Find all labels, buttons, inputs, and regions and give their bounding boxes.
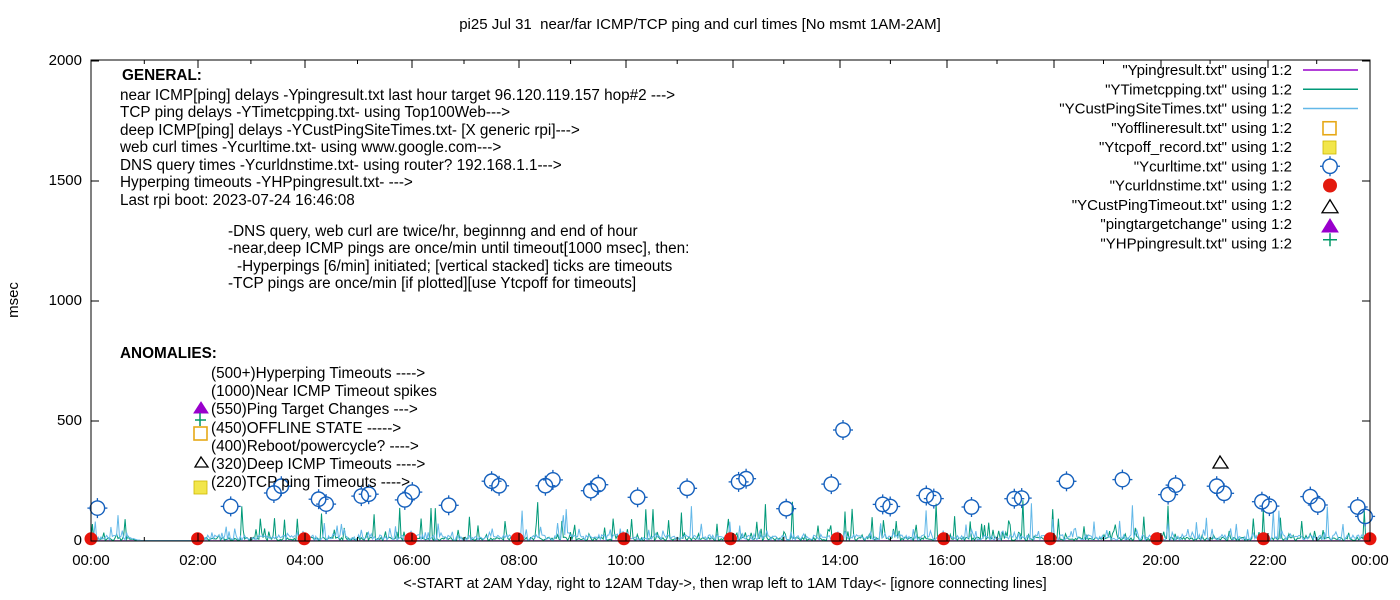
svg-text:deep ICMP[ping] delays -YCustP: deep ICMP[ping] delays -YCustPingSiteTim…	[120, 122, 580, 139]
svg-text:"pingtargetchange" using 1:2: "pingtargetchange" using 1:2	[1100, 216, 1292, 233]
svg-text:"YCustPingTimeout.txt" using 1: "YCustPingTimeout.txt" using 1:2	[1072, 197, 1292, 214]
svg-text:"Ycurltime.txt" using 1:2: "Ycurltime.txt" using 1:2	[1134, 158, 1292, 175]
svg-text:web curl times -Ycurltime.txt-: web curl times -Ycurltime.txt- using www…	[119, 139, 501, 156]
svg-text:14:00: 14:00	[821, 552, 859, 569]
svg-text:1000: 1000	[49, 292, 82, 309]
svg-text:"Yofflineresult.txt" using 1:2: "Yofflineresult.txt" using 1:2	[1111, 120, 1292, 137]
svg-text:Last rpi boot: 2023-07-24 16:4: Last rpi boot: 2023-07-24 16:46:08	[120, 192, 355, 209]
svg-text:GENERAL:: GENERAL:	[122, 67, 202, 84]
svg-text:TCP ping delays -YTimetcpping.: TCP ping delays -YTimetcpping.txt- using…	[120, 104, 510, 121]
svg-text:(220)TCP ping Timeouts ---->: (220)TCP ping Timeouts ---->	[211, 474, 410, 491]
svg-text:2000: 2000	[49, 52, 82, 69]
svg-text:-near,deep ICMP pings are once: -near,deep ICMP pings are once/min until…	[228, 240, 689, 257]
svg-text:"Ycurldnstime.txt" using 1:2: "Ycurldnstime.txt" using 1:2	[1110, 178, 1292, 195]
svg-text:(550)Ping Target Changes --->: (550)Ping Target Changes --->	[211, 401, 418, 418]
svg-text:06:00: 06:00	[393, 552, 431, 569]
svg-text:12:00: 12:00	[714, 552, 752, 569]
svg-text:1500: 1500	[49, 172, 82, 189]
svg-text:04:00: 04:00	[286, 552, 324, 569]
svg-text:-Hyperpings [6/min] initiated;: -Hyperpings [6/min] initiated; [vertical…	[237, 258, 673, 275]
svg-text:"YTimetcpping.txt" using 1:2: "YTimetcpping.txt" using 1:2	[1105, 81, 1292, 98]
svg-text:"Ypingresult.txt" using 1:2: "Ypingresult.txt" using 1:2	[1122, 62, 1292, 79]
svg-text:msec: msec	[5, 282, 22, 318]
svg-text:0: 0	[74, 532, 82, 549]
svg-text:ANOMALIES:: ANOMALIES:	[120, 345, 217, 362]
svg-text:pi25 Jul 31 near/far ICMP/TCP: pi25 Jul 31 near/far ICMP/TCP ping and c…	[459, 16, 941, 33]
svg-text:22:00: 22:00	[1249, 552, 1287, 569]
svg-text:02:00: 02:00	[179, 552, 217, 569]
svg-text:18:00: 18:00	[1035, 552, 1073, 569]
svg-text:20:00: 20:00	[1142, 552, 1180, 569]
svg-text:<-START at 2AM Yday, right to: <-START at 2AM Yday, right to 12AM Tday-…	[403, 576, 1046, 592]
svg-text:(400)Reboot/powercycle? ---->: (400)Reboot/powercycle? ---->	[211, 438, 419, 455]
svg-text:08:00: 08:00	[500, 552, 538, 569]
svg-text:"YHPpingresult.txt" using 1:2: "YHPpingresult.txt" using 1:2	[1100, 235, 1292, 252]
svg-text:(450)OFFLINE STATE ----->: (450)OFFLINE STATE ----->	[211, 420, 401, 437]
svg-text:"Ytcpoff_record.txt" using 1:2: "Ytcpoff_record.txt" using 1:2	[1099, 139, 1292, 156]
svg-text:Hyperping timeouts -YHPpingres: Hyperping timeouts -YHPpingresult.txt- -…	[120, 174, 413, 191]
svg-text:00:00: 00:00	[1351, 552, 1389, 569]
svg-text:DNS query times -Ycurldnstime.: DNS query times -Ycurldnstime.txt- using…	[120, 157, 562, 174]
svg-text:-DNS query, web curl are twice: -DNS query, web curl are twice/hr, begin…	[228, 223, 638, 240]
svg-text:00:00: 00:00	[72, 552, 110, 569]
svg-text:(1000)Near ICMP Timeout spikes: (1000)Near ICMP Timeout spikes	[211, 383, 437, 400]
svg-text:500: 500	[57, 412, 82, 429]
svg-text:10:00: 10:00	[607, 552, 645, 569]
svg-text:(320)Deep ICMP Timeouts ---->: (320)Deep ICMP Timeouts ---->	[211, 456, 425, 473]
svg-text:(500+)Hyperping Timeouts ---->: (500+)Hyperping Timeouts ---->	[211, 365, 425, 382]
svg-text:near ICMP[ping] delays -Ypingr: near ICMP[ping] delays -Ypingresult.txt …	[120, 87, 675, 104]
svg-text:"YCustPingSiteTimes.txt" using: "YCustPingSiteTimes.txt" using 1:2	[1059, 101, 1292, 118]
svg-text:16:00: 16:00	[928, 552, 966, 569]
svg-text:-TCP pings are once/min [if pl: -TCP pings are once/min [if plotted][use…	[228, 275, 636, 292]
